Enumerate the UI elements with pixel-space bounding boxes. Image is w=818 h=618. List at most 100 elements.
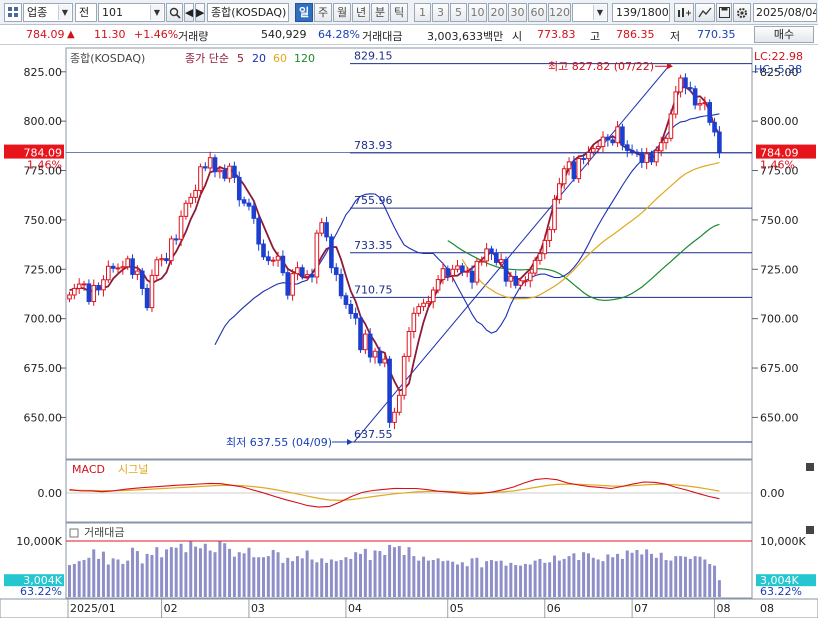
period-minute[interactable]: 분 <box>371 3 389 22</box>
volume-bar <box>257 557 261 597</box>
save-icon[interactable] <box>716 3 732 22</box>
volume-bar <box>339 560 343 597</box>
candle-up <box>135 270 140 275</box>
candle-down <box>469 270 475 283</box>
macd-close-icon[interactable] <box>806 463 814 471</box>
buy-button[interactable]: 매수 <box>754 26 814 43</box>
macd-zero-label-left: 0.00 <box>38 487 63 500</box>
x-axis-end-label: 08 <box>760 602 774 615</box>
candle-up <box>508 275 514 282</box>
candle-up <box>416 306 421 314</box>
period-label: 월 <box>336 6 348 19</box>
volume-bar <box>198 548 202 597</box>
candle-up <box>178 215 184 240</box>
volume-bar <box>228 548 232 597</box>
current-price-tag-left <box>4 144 64 159</box>
current-pct-label: 1.46% <box>760 159 795 172</box>
period-week[interactable]: 주 <box>314 3 332 22</box>
period-month[interactable]: 월 <box>333 3 351 22</box>
candle-down <box>300 267 305 277</box>
date-value: 2025/08/04 <box>756 6 817 19</box>
candle-down <box>164 258 169 262</box>
y-tick-label-left: 800.00 <box>24 115 63 128</box>
volume-bar <box>436 558 440 597</box>
interval-10[interactable]: 10 <box>468 3 487 22</box>
candle-up <box>673 91 679 115</box>
volume-bar <box>625 550 629 597</box>
search-icon[interactable] <box>166 3 183 22</box>
fibonacci-level-label: 829.15 <box>354 50 393 63</box>
volume-bar <box>553 555 556 597</box>
candle-up <box>295 267 300 275</box>
interval-3[interactable]: 3 <box>432 3 449 22</box>
volume-bar <box>693 556 697 597</box>
volume-bar <box>174 547 178 597</box>
candle-down <box>130 258 135 275</box>
code-input[interactable]: 101 ▼ <box>98 3 165 22</box>
period-tick[interactable]: 틱 <box>390 3 408 22</box>
current-pct-label: 1.46% <box>27 159 62 172</box>
volume-bar <box>664 560 668 597</box>
candle-up <box>566 161 572 170</box>
y-tick-label-right: 800.00 <box>760 115 799 128</box>
candle-up <box>101 279 106 291</box>
prev-arrow-icon[interactable]: ◀ <box>184 3 194 22</box>
candle-down <box>338 273 344 297</box>
volume-bar <box>470 558 474 597</box>
volume-bar <box>683 556 687 597</box>
volume-bar <box>281 562 285 597</box>
interval-1[interactable]: 1 <box>414 3 431 22</box>
y-tick-label-left: 725.00 <box>24 263 63 276</box>
candle-down <box>203 166 208 169</box>
candle-down <box>333 267 339 275</box>
candle-up <box>193 189 198 198</box>
candle-down <box>110 265 116 269</box>
interval-custom-input[interactable]: ▼ <box>572 3 608 22</box>
volume-bar <box>630 552 634 597</box>
interval-20[interactable]: 20 <box>488 3 507 22</box>
volume-bar <box>344 557 348 597</box>
candle-up <box>76 283 82 289</box>
candle-down <box>236 176 242 201</box>
volume-bar <box>286 557 290 597</box>
volume-bar <box>519 565 523 597</box>
grid-icon[interactable] <box>4 3 22 22</box>
current-price-tag-right <box>756 144 816 159</box>
volume-bar <box>135 551 139 597</box>
interval-120[interactable]: 120 <box>548 3 571 22</box>
candle-up <box>198 166 203 191</box>
period-day[interactable]: 일 <box>295 3 313 22</box>
date-input[interactable]: 2025/08/04 <box>753 3 817 22</box>
price-panel <box>65 47 753 460</box>
y-tick-label-right: 775.00 <box>760 165 799 178</box>
next-arrow-icon[interactable]: ▶ <box>195 3 205 22</box>
volume-bar <box>611 557 615 597</box>
candle-down <box>353 313 358 319</box>
market-select[interactable]: 업종 ▼ <box>23 3 73 22</box>
candle-up <box>67 294 72 300</box>
interval-60[interactable]: 60 <box>528 3 547 22</box>
current-price-tag-text: 784.09 <box>24 147 63 160</box>
legend-ma5: 5 <box>237 52 244 65</box>
interval-30[interactable]: 30 <box>508 3 527 22</box>
volume-current-tag-left <box>4 574 64 587</box>
candle-down <box>503 259 509 282</box>
candle-down <box>494 252 499 263</box>
open-value: 773.83 <box>537 28 576 41</box>
signal-line <box>69 483 720 502</box>
volume-panel-icon[interactable] <box>69 528 79 538</box>
volume-bar <box>247 547 251 597</box>
low-value: 770.35 <box>697 28 736 41</box>
volume-current-text: 3,004K <box>23 574 62 587</box>
candle-up <box>421 302 426 308</box>
indicator-icon[interactable] <box>674 3 694 22</box>
type-select[interactable]: 전 <box>75 3 97 22</box>
candle-up <box>319 222 324 234</box>
volume-close-icon[interactable] <box>806 526 814 534</box>
volume-bar <box>567 556 571 597</box>
draw-tool-icon[interactable] <box>695 3 715 22</box>
period-year[interactable]: 년 <box>352 3 370 22</box>
candle-up <box>382 358 388 364</box>
interval-5[interactable]: 5 <box>450 3 467 22</box>
gear-icon[interactable] <box>733 3 751 22</box>
